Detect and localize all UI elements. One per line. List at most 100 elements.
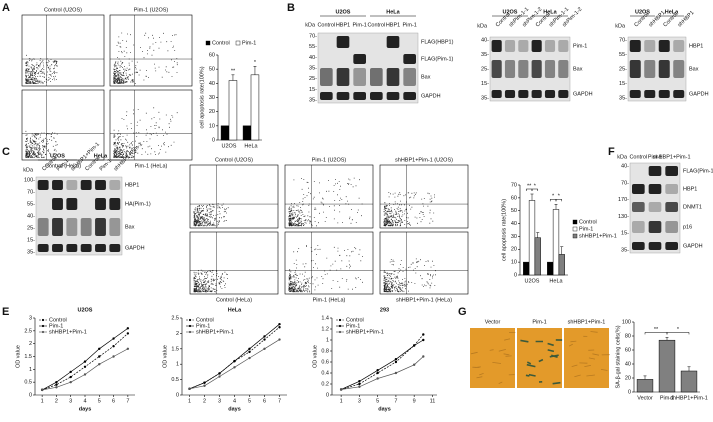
blot-band xyxy=(109,244,121,252)
y-tick-label: 10 xyxy=(209,123,215,129)
bar xyxy=(228,80,238,141)
flow-label: Control (U2OS) xyxy=(215,157,253,163)
blot-band xyxy=(403,68,416,86)
blot-band xyxy=(648,184,662,194)
series-point xyxy=(376,371,379,375)
bar xyxy=(523,261,530,276)
series-point xyxy=(112,355,115,358)
series-point xyxy=(55,383,58,386)
marker-label: 35- xyxy=(481,52,489,58)
blot-band xyxy=(632,184,645,194)
x-tick-label: 11 xyxy=(430,398,436,404)
blot-band xyxy=(95,218,106,236)
y-axis-label: OD value xyxy=(312,345,318,368)
bar xyxy=(552,209,560,276)
y-tick-label: 70 xyxy=(511,182,517,188)
blot-band xyxy=(37,244,49,252)
y-axis-label: SA-β-gal staining cells(%) xyxy=(615,325,621,388)
significance: * xyxy=(552,194,555,200)
x-tick-label: 2 xyxy=(203,398,206,404)
cytometry-dots xyxy=(193,269,228,293)
panel-letter: C xyxy=(2,146,10,158)
y-tick-label: 2.5 xyxy=(171,315,179,321)
panel-letter: F xyxy=(608,146,615,158)
blot-band xyxy=(544,90,556,98)
significance: * xyxy=(677,327,680,333)
y-tick-label: 0.5 xyxy=(24,380,32,386)
group-label: U2OS xyxy=(635,9,650,15)
blot-row-label: GAPDH xyxy=(125,245,145,251)
blot-band xyxy=(37,180,49,190)
blot-band xyxy=(665,184,678,194)
blot-row-label: Bax xyxy=(573,66,583,72)
bar xyxy=(534,237,541,276)
y-tick-label: 40 xyxy=(209,81,215,87)
group-label: U2OS xyxy=(336,9,351,15)
group-label: HeLa xyxy=(543,9,557,15)
x-tick-label: shHBP1+Pim-1 xyxy=(670,395,708,401)
x-tick-label: 4 xyxy=(83,398,86,404)
blot-band xyxy=(37,218,49,236)
series-line xyxy=(341,356,424,390)
y-tick-label: 2 xyxy=(29,341,32,347)
y-tick-label: 60 xyxy=(511,195,517,201)
panel-letter: G xyxy=(458,306,467,318)
blot-row-label: Bax xyxy=(689,66,699,72)
cytometry-dots xyxy=(113,107,178,158)
legend-label: Pim-1 xyxy=(196,323,210,329)
blot-membrane xyxy=(489,36,571,102)
legend-label: Pim-1 xyxy=(346,323,360,329)
y-tick-label: 20 xyxy=(209,109,215,115)
y-tick-label: 0.5 xyxy=(171,377,179,383)
lane-label: Control xyxy=(367,22,385,28)
blot-row-label: Bax xyxy=(421,74,431,80)
series-point xyxy=(278,338,281,341)
blot-band xyxy=(403,54,416,64)
blot-band xyxy=(629,60,641,78)
blot-band xyxy=(95,198,106,210)
y-tick-label: 40 xyxy=(511,221,517,227)
legend-swatch xyxy=(572,226,578,232)
blot-band xyxy=(504,90,516,98)
blot-band xyxy=(673,40,685,52)
blot-band xyxy=(353,92,366,100)
blot-band xyxy=(52,218,63,236)
blot-row-label: HBP1 xyxy=(683,186,697,192)
blot-band xyxy=(336,92,350,100)
lane-label: Pim-1 xyxy=(648,154,662,160)
marker-label: 35- xyxy=(309,65,317,71)
y-tick-label: 30 xyxy=(209,95,215,101)
legend-label: Pim-1 xyxy=(49,323,63,329)
y-tick-label: 40 xyxy=(625,361,631,367)
marker-label: 70- xyxy=(309,33,317,39)
blot-band xyxy=(353,54,366,64)
x-tick-label: U2OS xyxy=(525,278,540,284)
error-bar xyxy=(687,366,691,371)
blot-row-label: GAPDH xyxy=(573,91,593,97)
x-tick-label: Pim-1 xyxy=(660,395,674,401)
x-tick-label: 6 xyxy=(263,398,266,404)
cytometry-plot xyxy=(284,231,374,295)
marker-label: 40- xyxy=(309,55,317,61)
x-tick-label: HeLa xyxy=(244,143,258,149)
blot-band xyxy=(320,68,333,86)
series-point xyxy=(126,347,130,350)
cytometry-dots xyxy=(383,192,435,227)
x-tick-label: 3 xyxy=(358,398,361,404)
series-point xyxy=(83,365,87,368)
blot-band xyxy=(658,60,670,78)
y-tick-label: 1 xyxy=(326,337,329,343)
kda-label: kDa xyxy=(23,167,34,173)
cell-streaks xyxy=(568,331,610,378)
legend-label: shHBP1+Pim-1 xyxy=(346,329,384,335)
series-line xyxy=(41,328,129,391)
blot-band xyxy=(80,218,92,236)
legend-marker xyxy=(41,318,45,322)
y-tick-label: 80 xyxy=(625,333,631,339)
series-point xyxy=(83,373,87,376)
x-tick-label: HeLa xyxy=(549,278,563,284)
chart-title: U2OS xyxy=(78,307,93,313)
marker-label: 40- xyxy=(481,37,489,43)
kda-label: kDa xyxy=(477,23,488,29)
marker-label: 35- xyxy=(621,247,629,253)
